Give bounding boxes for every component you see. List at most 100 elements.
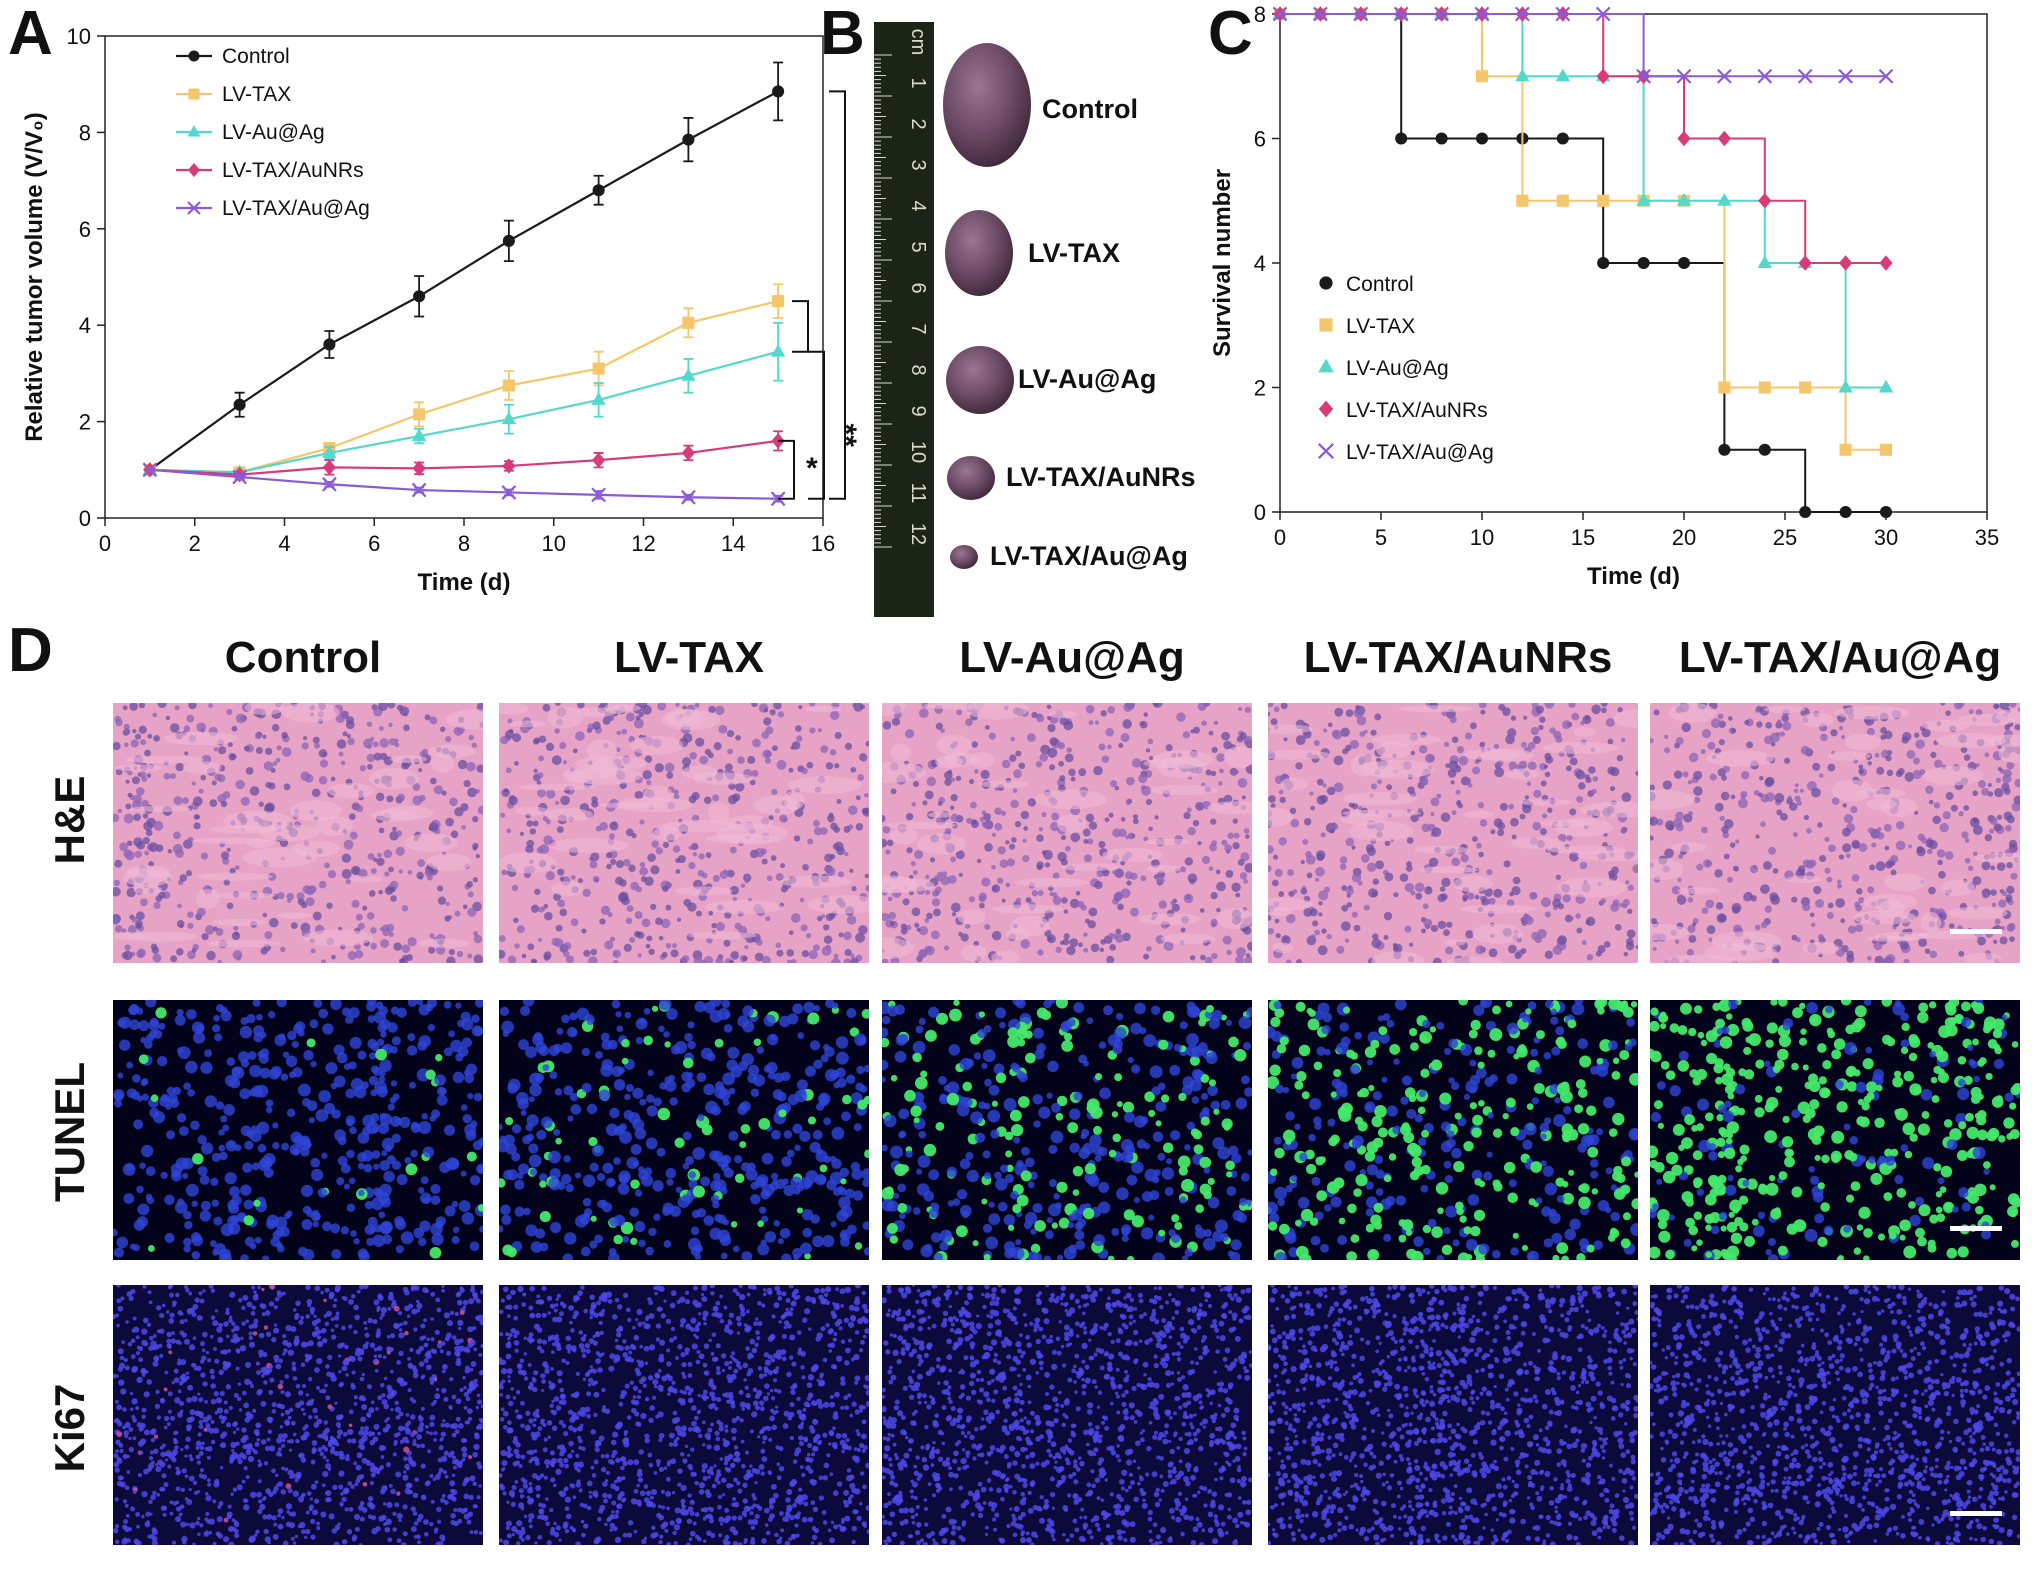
histology-render — [499, 703, 869, 963]
ruler-label: 4 — [907, 200, 929, 211]
data-point — [1636, 68, 1651, 84]
data-point — [501, 485, 517, 500]
data-point — [1515, 68, 1530, 82]
y-tick-label: 0 — [1254, 500, 1266, 525]
histology-image-ki67-control — [113, 1285, 483, 1545]
data-point — [1555, 6, 1571, 22]
histology-render — [113, 1285, 483, 1545]
data-point — [1556, 132, 1569, 145]
data-point — [1474, 6, 1490, 22]
data-point — [1878, 379, 1894, 393]
histology-image-tunel-lv-tax — [499, 1000, 869, 1260]
ruler-label: 8 — [907, 364, 929, 375]
histology-column-lv-tax: LV-TAX — [614, 633, 764, 682]
histology-column-control: Control — [224, 633, 382, 682]
histology-image-ki67-lv-au-ag — [882, 1285, 1252, 1545]
x-tick-label: 0 — [99, 531, 111, 556]
x-axis-label: Time (d) — [418, 569, 511, 596]
data-point — [1597, 194, 1610, 207]
ruler-label: 6 — [907, 282, 929, 293]
data-point — [1717, 193, 1732, 206]
data-point — [1597, 256, 1610, 270]
legend-label: Control — [222, 45, 290, 68]
tumor-lv-tax — [945, 210, 1013, 296]
data-point — [1434, 6, 1449, 22]
series-lv-tax — [1273, 7, 1893, 456]
panel-letter-a: A — [8, 0, 53, 68]
data-point — [502, 379, 515, 392]
histology-image-ki67-lv-tax-au-ag — [1650, 1285, 2020, 1545]
data-point — [770, 344, 786, 357]
data-point — [1393, 6, 1409, 22]
tumor-label-control: Control — [1042, 94, 1138, 124]
x-tick-label: 0 — [1274, 525, 1286, 550]
data-point — [1636, 193, 1651, 206]
significance-label: ** — [829, 424, 860, 448]
data-point — [1595, 6, 1611, 22]
data-point — [1879, 505, 1893, 519]
series-lv-au-ag — [142, 321, 786, 478]
series-line — [149, 468, 779, 500]
data-point — [1758, 443, 1771, 456]
panel-letter-b: B — [820, 0, 865, 68]
legend-label: LV-TAX/AuNRs — [1346, 399, 1488, 422]
legend-marker — [187, 125, 201, 137]
series-line — [1280, 13, 1886, 78]
histology-row-tunel: TUNEL — [46, 1062, 93, 1202]
bracket — [829, 90, 846, 500]
legend-label: LV-Au@Ag — [222, 121, 325, 144]
legend-marker — [188, 50, 200, 62]
x-tick-label: 10 — [542, 531, 566, 556]
data-point — [772, 85, 785, 98]
histology-column-lv-tax-au-ag: LV-TAX/Au@Ag — [1678, 633, 2002, 682]
data-point — [1799, 505, 1812, 519]
data-point — [1839, 443, 1852, 456]
ruler-label: 5 — [907, 241, 929, 252]
y-tick-label: 4 — [79, 313, 91, 338]
data-point — [1555, 68, 1570, 82]
x-tick-label: 16 — [811, 531, 835, 556]
histology-render — [1650, 1000, 2020, 1260]
legend-marker — [188, 88, 200, 100]
series-line — [149, 90, 779, 471]
series-line — [149, 439, 779, 476]
data-point — [591, 392, 606, 405]
legend-label: LV-TAX/Au@Ag — [1346, 441, 1494, 464]
series-lv-tax-aunrs — [143, 430, 785, 483]
series-line — [149, 350, 779, 474]
data-point — [411, 428, 427, 442]
legend-label: LV-Au@Ag — [1346, 357, 1449, 380]
data-point — [501, 411, 517, 425]
data-point — [1757, 255, 1772, 268]
data-point — [321, 476, 337, 492]
legend-marker — [1318, 443, 1334, 459]
histology-render — [499, 1285, 869, 1545]
histology-image-ki67-lv-tax — [499, 1285, 869, 1545]
histology-image-tunel-lv-tax-au-ag — [1650, 1000, 2020, 1260]
histology-row-he: H&E — [46, 775, 93, 865]
y-tick-label: 8 — [1254, 2, 1266, 27]
significance-brackets: ****** — [778, 90, 860, 500]
scale-bar — [1950, 929, 2002, 934]
histology-render — [1268, 1285, 1638, 1545]
tumor-lv-tax-au-ag — [950, 545, 978, 569]
series-lv-tax-au-ag — [142, 462, 786, 507]
ruler-label: 10 — [907, 441, 929, 463]
data-point — [1757, 68, 1773, 84]
data-point — [323, 338, 336, 351]
data-point — [1758, 193, 1772, 209]
ruler-label: 12 — [907, 523, 929, 545]
data-point — [591, 487, 607, 503]
data-point — [1475, 70, 1489, 83]
y-tick-label: 0 — [79, 506, 91, 531]
data-point — [772, 295, 785, 308]
legend-label: Control — [1346, 273, 1414, 296]
survival-chart: 0 5 10 15 20 25 30 35 0 2 4 6 8 Time (d) Survival numb… — [1209, 2, 1999, 590]
data-point — [1879, 443, 1893, 456]
ruler-label: 9 — [907, 405, 929, 416]
data-point — [1839, 505, 1852, 519]
ruler-label: 1 — [907, 77, 929, 88]
y-tick-label: 10 — [67, 24, 91, 49]
histology-render — [882, 1285, 1252, 1545]
histology-image-h-e-lv-tax-aunrs — [1268, 703, 1638, 963]
